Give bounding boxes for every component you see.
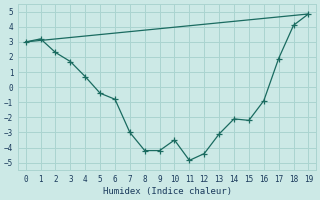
X-axis label: Humidex (Indice chaleur): Humidex (Indice chaleur) [102, 187, 232, 196]
